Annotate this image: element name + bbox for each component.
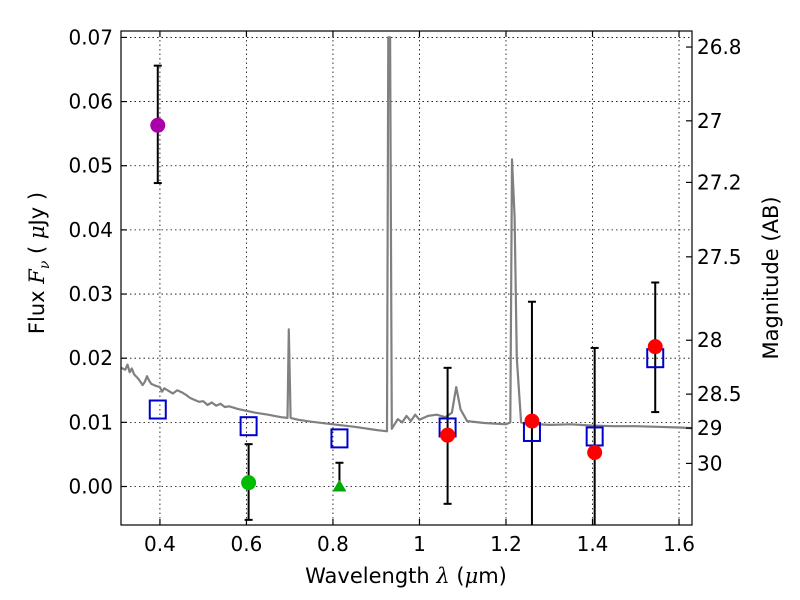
model-photometry-point-2 (330, 428, 349, 449)
y-tick-label-5: 0.05 (68, 154, 113, 178)
observation-point-1 (241, 475, 257, 491)
observation-point-5 (587, 445, 603, 461)
x-axis-title-var: λ (435, 564, 449, 588)
observation-point-4 (524, 413, 540, 429)
y2-tick-label-7: 30 (697, 451, 722, 475)
y2-tick-label-2: 27.2 (697, 170, 742, 194)
x-axis-title-unit-mu: μ (465, 564, 479, 588)
spectrum-layer (121, 36, 692, 433)
x-axis-title-unit-rest: m) (478, 564, 507, 588)
y-tick-label-3: 0.03 (68, 282, 113, 306)
y-axis-title-var: F (25, 268, 49, 285)
observation-point-3 (440, 427, 456, 443)
y2-tick-label-0: 26.8 (697, 35, 742, 59)
y2-tick-label-5: 28.5 (697, 382, 742, 406)
model-spectrum-line (121, 36, 692, 433)
x-tick-label-6: 1.6 (663, 532, 695, 556)
x-tick-label-4: 1.2 (490, 532, 522, 556)
plot-frame (120, 30, 693, 526)
y-axis-title-sub: ν (37, 260, 53, 269)
y-tick-label-0: 0.00 (68, 475, 113, 499)
x-tick-label-3: 1 (413, 532, 426, 556)
observations-layer (150, 117, 663, 492)
y2-tick-label-1: 27 (697, 109, 722, 133)
x-axis-title: Wavelength λ (μm) (305, 564, 507, 588)
y-tick-label-1: 0.01 (68, 410, 113, 434)
x-tick-label-5: 1.4 (577, 532, 609, 556)
y-axis-title: Flux Fν ( μJy ) (25, 192, 53, 334)
model-photometry-point-1 (239, 416, 258, 437)
y-tick-label-4: 0.04 (68, 218, 113, 242)
errorbar-layer (153, 64, 660, 525)
x-axis-title-unit-open: ( (450, 564, 465, 588)
x-tick-label-0: 0.4 (144, 532, 176, 556)
y-axis-title-prefix: Flux (25, 284, 49, 334)
y-axis-title-unit-rest: Jy ) (25, 192, 49, 228)
observation-point-2 (332, 479, 347, 492)
y2-tick-label-3: 27.5 (697, 245, 742, 269)
observation-point-6 (647, 339, 663, 355)
x-axis-title-prefix: Wavelength (305, 564, 436, 588)
x-tick-label-2: 0.8 (317, 532, 349, 556)
y2-tick-label-6: 29 (697, 416, 722, 440)
observation-point-0 (150, 117, 166, 133)
x-tick-label-1: 0.6 (231, 532, 263, 556)
y-axis-title-unit-mu: μ (25, 225, 49, 239)
model-photometry-point-0 (148, 399, 167, 420)
y2-axis-title: Magnitude (AB) (759, 196, 783, 359)
y2-tick-label-4: 28 (697, 328, 722, 352)
y-tick-label-7: 0.07 (68, 25, 113, 49)
model-photometry-layer (148, 348, 665, 449)
y-tick-label-6: 0.06 (68, 90, 113, 114)
grid-layer (121, 31, 692, 525)
y-axis-title-unit-open: ( (25, 239, 49, 261)
y-tick-label-2: 0.02 (68, 346, 113, 370)
tick-layer: 0.4 0.6 0.8 1 1.2 1.4 1.6 0.00 0.01 0.02 0.03 0.04 0… (68, 25, 741, 556)
